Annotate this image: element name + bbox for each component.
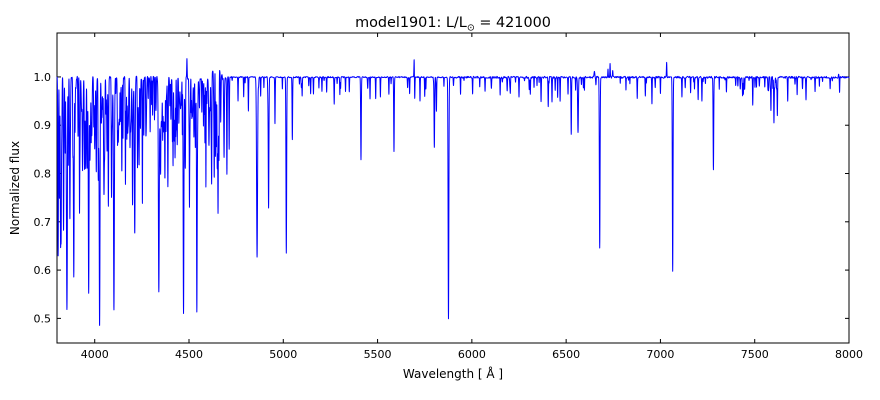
- y-tick-label: 0.6: [34, 264, 52, 277]
- x-tick-label: 7500: [741, 348, 769, 361]
- x-tick-label: 5000: [269, 348, 297, 361]
- y-tick-label: 0.7: [34, 216, 52, 229]
- spectrum-line: [56, 58, 850, 326]
- axes: 4000 4500 5000 5500 6000 6500 7000 7500 8000 0.5 0…: [34, 32, 863, 361]
- y-axis-label: Normalized flux: [8, 141, 22, 235]
- x-axis-label: Wavelength [ Å ]: [403, 366, 503, 381]
- plot-border: [56, 32, 850, 344]
- x-tick-label: 4500: [175, 348, 203, 361]
- y-tick-label: 0.8: [34, 168, 52, 181]
- x-tick-label: 7000: [646, 348, 674, 361]
- solar-symbol: ⊙: [467, 23, 475, 34]
- y-tick-label: 0.9: [34, 119, 52, 132]
- x-tick-label: 4000: [81, 348, 109, 361]
- chart-title-suffix: = 421000: [475, 15, 551, 31]
- chart-title-prefix: model1901: L/L: [355, 15, 467, 31]
- chart-title: model1901: L/L⊙ = 421000: [355, 15, 551, 34]
- x-tick-label: 8000: [835, 348, 863, 361]
- x-tick-label: 5500: [364, 348, 392, 361]
- y-tick-label: 1.0: [34, 71, 52, 84]
- y-tick-label: 0.5: [34, 312, 52, 325]
- x-tick-label: 6500: [552, 348, 580, 361]
- x-tick-label: 6000: [458, 348, 486, 361]
